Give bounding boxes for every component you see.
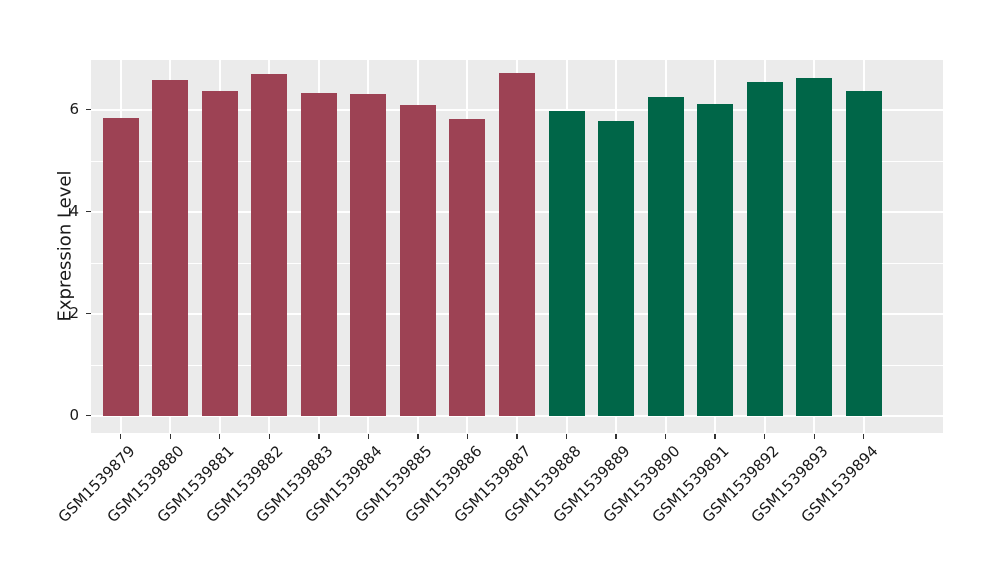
bar-GSM1539892 xyxy=(747,82,783,416)
bar-GSM1539881 xyxy=(202,91,238,416)
x-tick-mark xyxy=(863,434,865,439)
bar-GSM1539890 xyxy=(648,97,684,416)
bar-GSM1539886 xyxy=(449,119,485,416)
bar-GSM1539882 xyxy=(251,74,287,416)
x-tick-mark xyxy=(664,434,667,439)
x-tick-mark xyxy=(417,434,419,439)
x-tick-mark xyxy=(714,434,716,439)
x-tick-mark xyxy=(120,434,122,439)
x-tick-mark xyxy=(763,434,766,439)
y-tick-mark xyxy=(86,109,91,111)
bar-GSM1539880 xyxy=(152,80,188,416)
y-axis-title: Expression Level xyxy=(54,170,76,322)
y-tick-label: 4 xyxy=(69,202,79,220)
bar-GSM1539879 xyxy=(103,118,139,416)
bar-GSM1539894 xyxy=(846,91,882,416)
bar-GSM1539888 xyxy=(549,111,585,416)
x-tick-mark xyxy=(565,434,568,439)
bar-GSM1539884 xyxy=(350,94,386,416)
x-tick-mark xyxy=(219,434,221,439)
y-tick-label: 0 xyxy=(69,406,79,424)
x-tick-mark xyxy=(516,434,518,439)
x-tick-mark xyxy=(466,434,469,439)
y-tick-label: 2 xyxy=(69,304,79,322)
y-tick-mark xyxy=(86,313,91,315)
bar-GSM1539891 xyxy=(697,104,733,416)
bar-GSM1539889 xyxy=(598,121,634,416)
bar-GSM1539885 xyxy=(400,105,436,416)
x-tick-mark xyxy=(268,434,271,439)
plot-panel xyxy=(91,60,943,433)
bar-GSM1539887 xyxy=(499,73,535,416)
y-tick-mark xyxy=(86,211,91,213)
bar-GSM1539883 xyxy=(301,93,337,416)
x-tick-mark xyxy=(615,434,617,439)
x-tick-mark xyxy=(367,434,370,439)
y-tick-label: 6 xyxy=(69,100,79,118)
y-tick-mark xyxy=(86,415,91,417)
x-tick-mark xyxy=(813,434,815,439)
bar-GSM1539893 xyxy=(796,78,832,416)
x-tick-mark xyxy=(318,434,320,439)
x-tick-mark xyxy=(169,434,171,439)
